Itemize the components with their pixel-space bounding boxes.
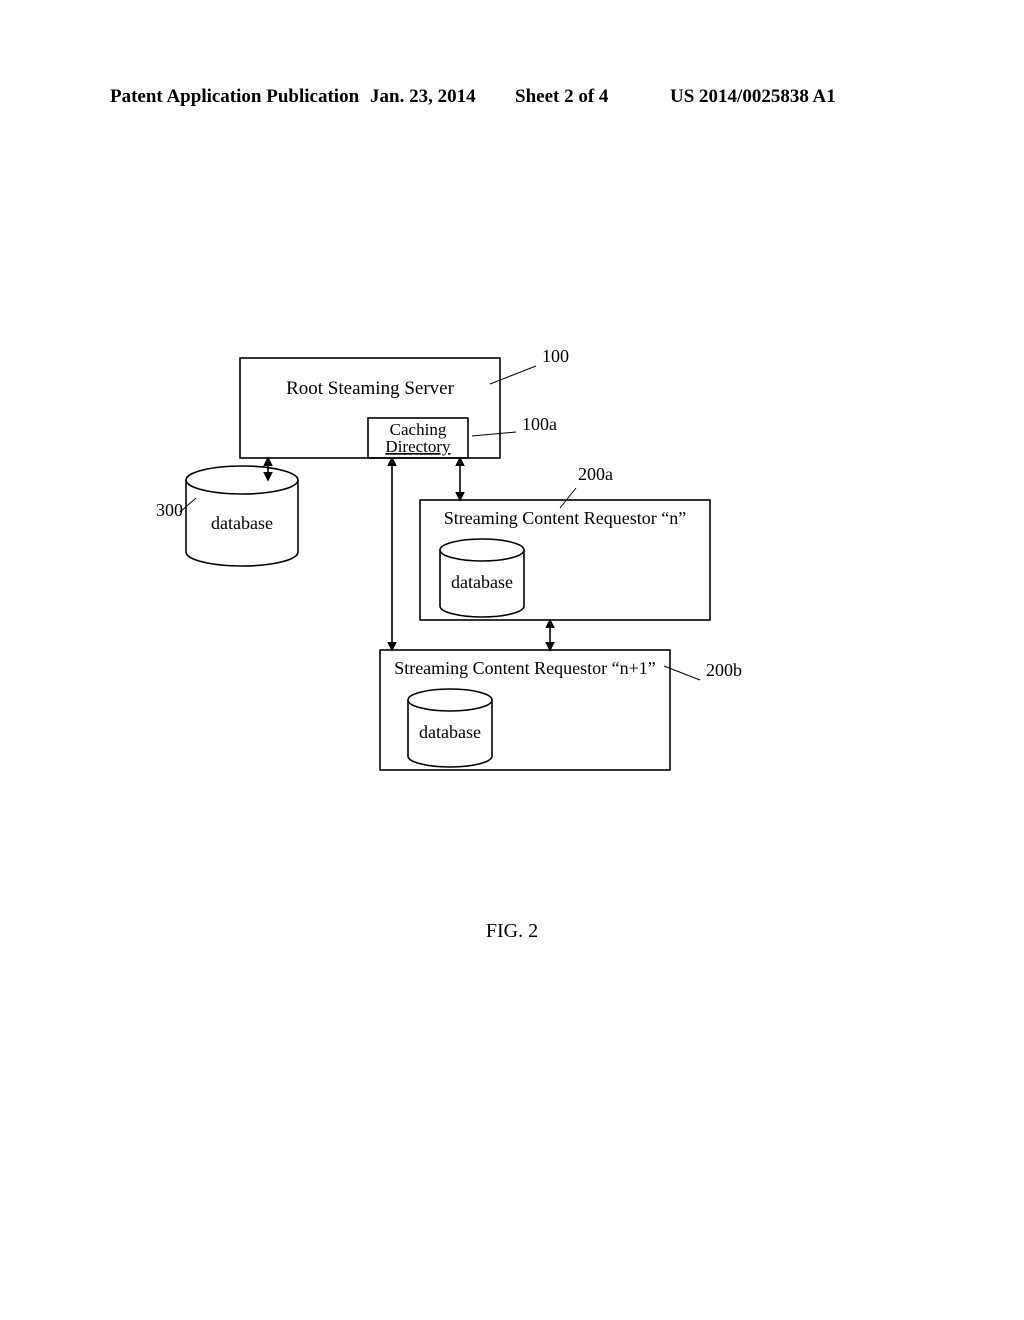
header-date: Jan. 23, 2014 bbox=[370, 86, 476, 108]
svg-text:Streaming Content Requestor “n: Streaming Content Requestor “n+1” bbox=[394, 658, 656, 678]
page: Patent Application Publication Jan. 23, … bbox=[0, 0, 1024, 1320]
svg-text:database: database bbox=[419, 722, 481, 742]
header-pubno: US 2014/0025838 A1 bbox=[670, 86, 836, 108]
figure-caption: FIG. 2 bbox=[0, 920, 1024, 943]
svg-text:200b: 200b bbox=[706, 660, 742, 680]
svg-text:Streaming Content Requestor “n: Streaming Content Requestor “n” bbox=[444, 508, 686, 528]
svg-text:database: database bbox=[451, 572, 513, 592]
header-publication: Patent Application Publication bbox=[110, 86, 359, 108]
svg-text:100a: 100a bbox=[522, 414, 557, 434]
svg-text:Root Steaming Server: Root Steaming Server bbox=[286, 378, 454, 399]
figure-diagram: Root Steaming ServerCachingDirectoryStre… bbox=[150, 340, 870, 860]
svg-text:300: 300 bbox=[156, 500, 183, 520]
svg-text:200a: 200a bbox=[578, 464, 613, 484]
header-sheet: Sheet 2 of 4 bbox=[515, 86, 608, 108]
svg-text:100: 100 bbox=[542, 346, 569, 366]
svg-text:database: database bbox=[211, 513, 273, 533]
svg-text:Directory: Directory bbox=[385, 437, 451, 456]
